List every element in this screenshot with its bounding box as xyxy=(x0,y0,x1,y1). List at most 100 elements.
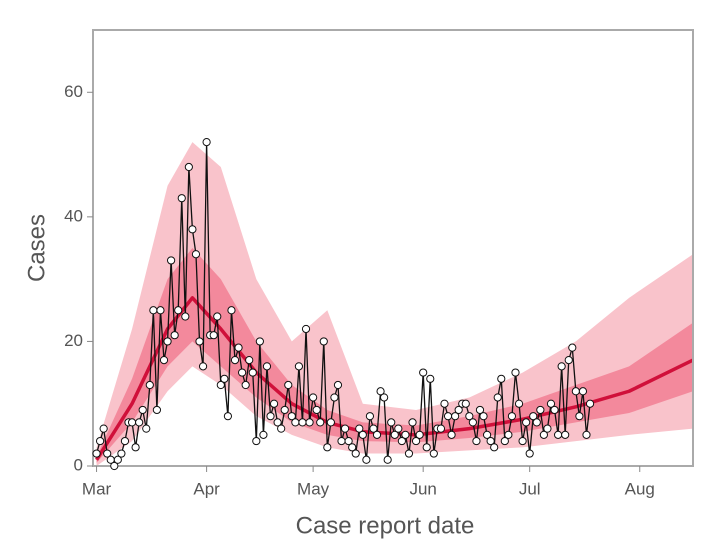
data-point xyxy=(103,449,112,458)
data-point xyxy=(422,443,431,452)
data-point xyxy=(138,405,147,415)
data-point xyxy=(543,424,552,433)
data-point xyxy=(518,436,527,446)
data-point xyxy=(305,418,314,427)
data-point xyxy=(181,312,190,321)
data-point xyxy=(568,343,577,352)
data-point xyxy=(312,405,321,415)
data-point xyxy=(415,430,424,439)
data-point xyxy=(216,380,225,390)
data-point xyxy=(443,412,453,421)
data-point xyxy=(401,430,410,439)
data-point xyxy=(156,306,165,315)
data-point xyxy=(550,405,559,415)
data-point xyxy=(188,225,197,234)
data-point xyxy=(351,449,360,458)
y-tick-label: 40 xyxy=(64,206,83,225)
data-point xyxy=(333,380,343,390)
data-point xyxy=(468,418,477,427)
data-point xyxy=(117,449,126,458)
data-point xyxy=(198,362,208,371)
data-point xyxy=(298,418,307,427)
data-point xyxy=(504,430,513,439)
data-point xyxy=(277,424,286,433)
data-point xyxy=(266,412,275,421)
data-point xyxy=(578,387,588,396)
data-point xyxy=(223,412,233,421)
data-point xyxy=(280,405,289,415)
data-point xyxy=(227,306,236,315)
x-axis-label: Case report date xyxy=(296,512,475,539)
data-point xyxy=(380,393,389,402)
data-point xyxy=(426,374,435,383)
data-point xyxy=(358,430,367,439)
data-point xyxy=(294,362,304,371)
data-point xyxy=(511,368,520,377)
y-tick-label: 60 xyxy=(64,82,83,101)
x-tick-label: Aug xyxy=(625,479,655,498)
y-axis-label: Cases xyxy=(23,214,50,282)
data-point xyxy=(486,436,495,446)
data-point xyxy=(369,424,378,433)
data-point xyxy=(365,412,375,421)
data-point xyxy=(252,436,261,446)
data-point xyxy=(234,343,243,352)
data-point xyxy=(230,356,240,365)
data-point xyxy=(184,162,193,172)
data-point xyxy=(447,430,456,439)
data-point xyxy=(372,430,382,439)
data-point xyxy=(553,430,563,439)
data-point xyxy=(472,436,481,446)
data-point xyxy=(220,374,229,383)
data-point xyxy=(248,368,257,377)
data-point xyxy=(514,399,524,408)
data-point xyxy=(259,430,268,439)
data-point xyxy=(284,380,293,390)
data-point xyxy=(202,138,211,147)
data-point xyxy=(330,393,339,402)
data-point xyxy=(585,399,595,408)
data-point xyxy=(355,424,364,433)
data-point xyxy=(209,331,218,340)
data-point xyxy=(319,337,328,346)
data-point xyxy=(390,430,399,439)
data-point xyxy=(291,418,300,427)
data-point xyxy=(493,393,502,402)
data-point xyxy=(127,418,137,427)
data-point xyxy=(316,418,325,427)
data-point xyxy=(174,306,183,315)
data-point xyxy=(269,399,279,408)
data-point xyxy=(241,380,250,390)
data-point xyxy=(152,405,162,415)
data-point xyxy=(362,455,371,464)
data-point xyxy=(245,356,254,365)
data-point xyxy=(348,443,357,452)
data-point xyxy=(482,430,492,439)
data-point xyxy=(397,436,406,446)
data-point xyxy=(135,418,144,427)
data-point xyxy=(238,368,247,377)
data-point xyxy=(561,430,570,439)
data-point xyxy=(465,412,474,421)
data-point xyxy=(522,418,531,427)
data-point xyxy=(475,405,485,415)
data-point xyxy=(419,368,428,377)
x-tick-label: Jun xyxy=(409,479,436,498)
y-tick-label: 20 xyxy=(64,331,83,350)
data-point xyxy=(394,424,403,433)
data-point xyxy=(99,424,108,433)
y-tick-label: 0 xyxy=(74,455,83,474)
data-point xyxy=(92,449,101,458)
data-point xyxy=(255,337,264,346)
data-point xyxy=(113,455,122,464)
data-point xyxy=(149,306,158,315)
data-point xyxy=(145,380,154,390)
data-point xyxy=(387,418,396,427)
data-point xyxy=(326,418,335,427)
data-point xyxy=(309,393,318,402)
data-point xyxy=(500,436,509,446)
data-point xyxy=(110,461,119,471)
data-point xyxy=(340,424,350,433)
x-tick-label: Apr xyxy=(193,479,220,498)
x-tick-label: May xyxy=(297,479,330,498)
